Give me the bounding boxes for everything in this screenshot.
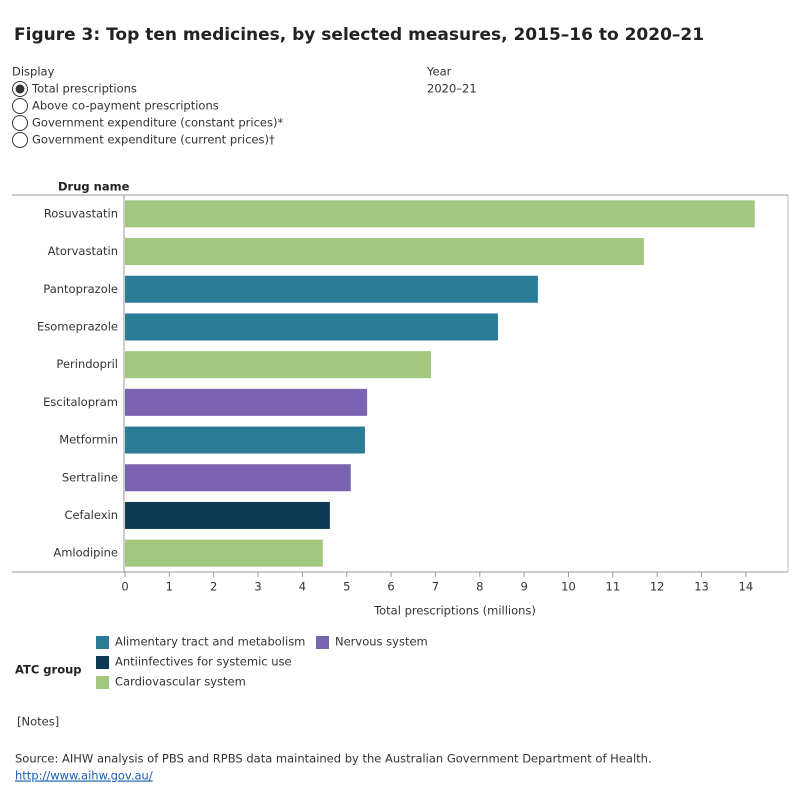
x-tick-label: 0 xyxy=(121,580,128,594)
y-tick-label: Pantoprazole xyxy=(43,282,118,296)
x-tick-label: 10 xyxy=(561,580,576,594)
x-tick-label: 7 xyxy=(432,580,439,594)
legend-label[interactable]: Alimentary tract and metabolism xyxy=(115,635,305,649)
display-label: Display xyxy=(12,65,55,79)
x-tick-label: 9 xyxy=(520,580,527,594)
x-tick-label: 6 xyxy=(387,580,394,594)
bar xyxy=(125,388,368,416)
year-value[interactable]: 2020–21 xyxy=(427,82,477,96)
radio-dot xyxy=(15,84,25,94)
radio-label[interactable]: Total prescriptions xyxy=(31,82,137,96)
legend-label[interactable]: Cardiovascular system xyxy=(115,675,246,689)
y-axis-title: Drug name xyxy=(58,180,130,194)
bar xyxy=(125,426,365,454)
x-tick-label: 13 xyxy=(694,580,709,594)
y-tick-label: Cefalexin xyxy=(64,508,118,522)
bar xyxy=(125,501,330,529)
x-tick-label: 12 xyxy=(650,580,665,594)
x-tick-label: 1 xyxy=(166,580,173,594)
x-tick-label: 2 xyxy=(210,580,217,594)
y-tick-label: Atorvastatin xyxy=(48,244,118,258)
legend-label[interactable]: Antiinfectives for systemic use xyxy=(115,655,292,669)
radio-label[interactable]: Above co-payment prescriptions xyxy=(32,99,219,113)
x-tick-label: 8 xyxy=(476,580,483,594)
y-tick-label: Amlodipine xyxy=(53,546,118,560)
source: Source: AIHW analysis of PBS and RPBS da… xyxy=(15,752,652,766)
legend-swatch[interactable] xyxy=(316,636,329,649)
x-tick-label: 11 xyxy=(606,580,621,594)
x-tick-label: 14 xyxy=(739,580,754,594)
link[interactable]: http://www.aihw.gov.au/ xyxy=(15,769,153,783)
y-tick-label: Escitalopram xyxy=(43,395,118,409)
bar xyxy=(125,275,538,303)
y-tick-label: Metformin xyxy=(59,433,118,447)
radio-button[interactable] xyxy=(12,115,28,131)
legend-swatch[interactable] xyxy=(96,636,109,649)
radio-button[interactable] xyxy=(12,98,28,114)
radio-label[interactable]: Government expenditure (constant prices)… xyxy=(32,116,283,130)
chart-title: Figure 3: Top ten medicines, by selected… xyxy=(14,25,704,45)
notes[interactable]: [Notes] xyxy=(17,715,59,729)
y-tick-label: Sertraline xyxy=(62,470,118,484)
bar xyxy=(125,539,323,567)
legend-title: ATC group xyxy=(15,663,82,677)
x-axis-title: Total prescriptions (millions) xyxy=(373,604,536,618)
bar xyxy=(125,313,498,341)
y-tick-label: Rosuvastatin xyxy=(44,206,118,220)
y-tick-label: Esomeprazole xyxy=(37,319,118,333)
x-tick-label: 5 xyxy=(343,580,350,594)
x-tick-label: 3 xyxy=(254,580,261,594)
y-tick-label: Perindopril xyxy=(56,357,118,371)
x-tick-label: 4 xyxy=(299,580,306,594)
bar xyxy=(125,238,644,266)
bar xyxy=(125,464,351,492)
legend-label[interactable]: Nervous system xyxy=(335,635,428,649)
legend-swatch[interactable] xyxy=(96,656,109,669)
bar xyxy=(125,351,431,379)
bar xyxy=(125,200,755,228)
radio-label[interactable]: Government expenditure (current prices)† xyxy=(32,133,275,147)
year-label: Year xyxy=(426,65,452,79)
radio-button[interactable] xyxy=(12,132,28,148)
legend-swatch[interactable] xyxy=(96,676,109,689)
